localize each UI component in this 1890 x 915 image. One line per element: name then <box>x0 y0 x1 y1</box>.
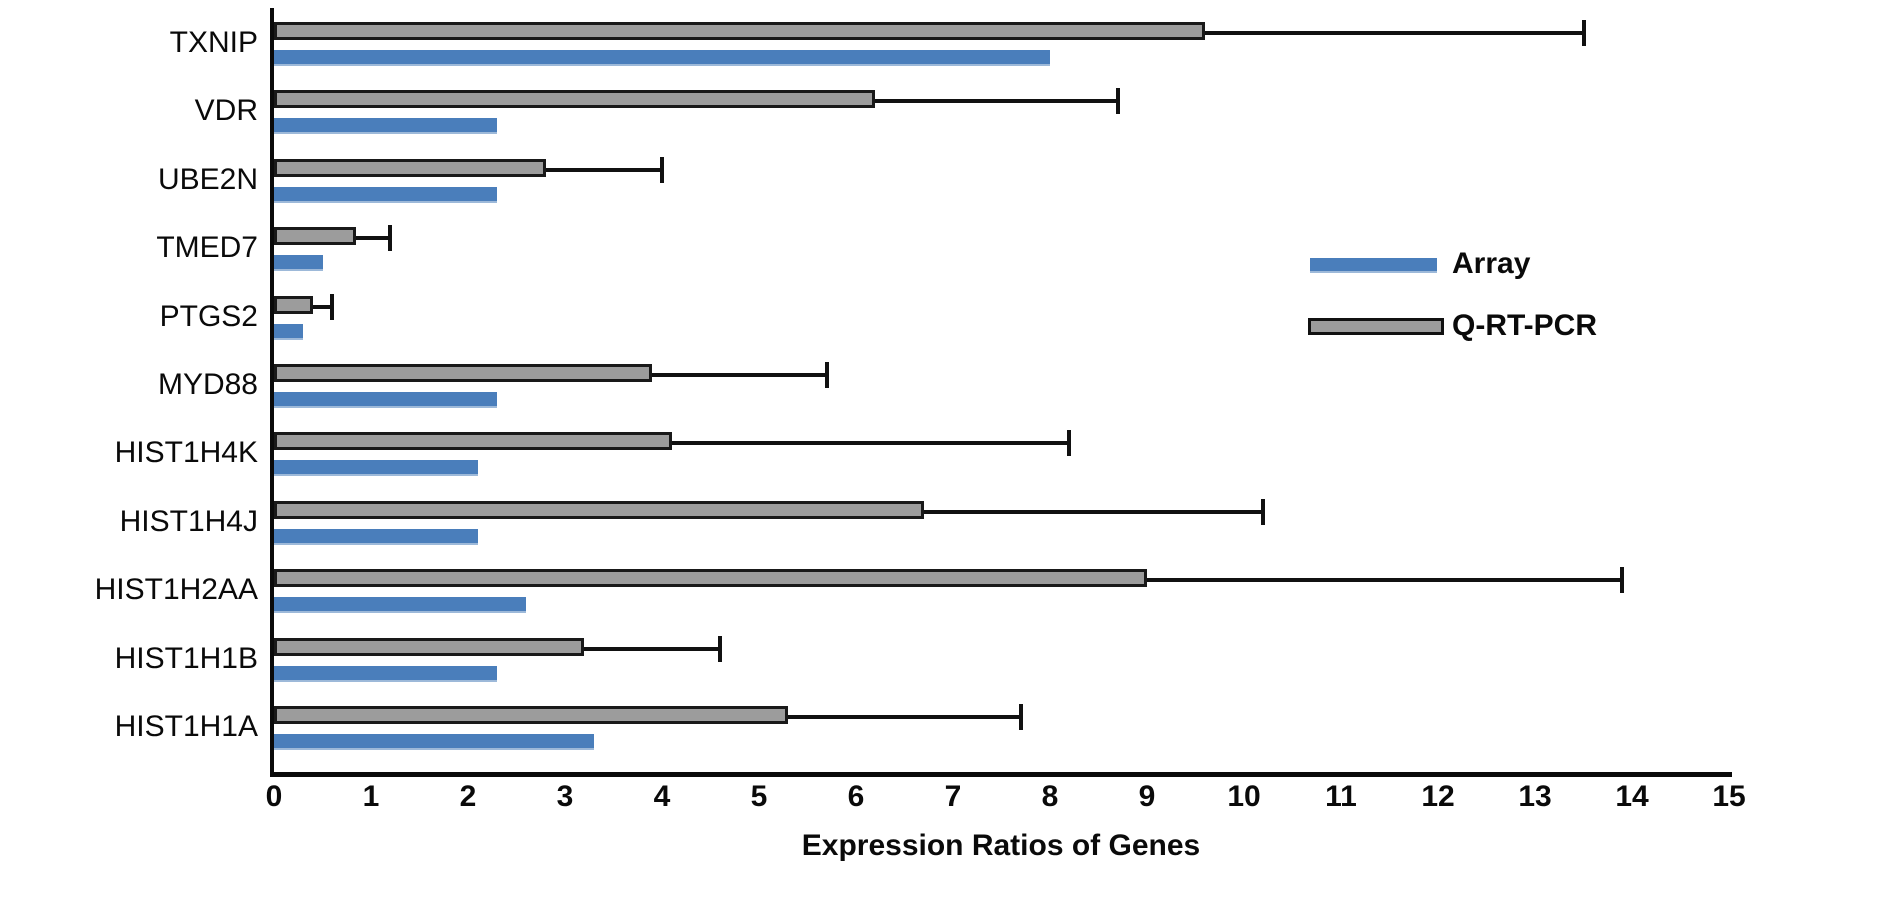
qrtpcr-bar <box>274 432 672 450</box>
qrtpcr-bar <box>274 296 313 314</box>
array-bar <box>274 255 323 271</box>
array-legend-label: Array <box>1452 247 1531 280</box>
x-tick-label: 11 <box>1325 780 1357 813</box>
category-label: HIST1H4J <box>119 505 258 538</box>
x-tick-label: 2 <box>459 780 477 813</box>
category-label: HIST1H4K <box>114 436 258 469</box>
category-label: VDR <box>194 94 258 127</box>
category-label: HIST1H2AA <box>94 573 258 606</box>
qrtpcr-legend-swatch <box>1308 318 1444 335</box>
x-tick-label: 14 <box>1615 780 1649 813</box>
category-row-ptgs2: PTGS2 <box>160 283 1730 351</box>
error-bar-cap <box>1019 704 1023 730</box>
y-axis-line <box>270 8 274 777</box>
qrtpcr-bar <box>274 227 356 245</box>
error-bar-cap <box>330 294 334 320</box>
category-row-tmed7: TMED7 <box>156 214 1730 282</box>
qrtpcr-bar <box>274 159 546 177</box>
category-label: UBE2N <box>157 163 258 196</box>
category-row-hist1h1b: HIST1H1B <box>115 625 1730 693</box>
array-bar <box>274 392 497 408</box>
error-bar-cap <box>1261 499 1265 525</box>
x-tick-label: 8 <box>1041 780 1059 813</box>
plot-area: TXNIP VDR UBE2N TMED7 PTGS2 MYD88 HIST1H4K HIST… <box>95 9 1730 772</box>
array-bar <box>274 734 594 750</box>
category-label: HIST1H1B <box>114 642 258 675</box>
category-row-vdr: VDR <box>195 77 1730 145</box>
x-tick-label: 4 <box>653 780 671 813</box>
category-row-hist1h4j: HIST1H4J <box>120 488 1730 556</box>
category-label: HIST1H1A <box>114 710 258 743</box>
category-label: PTGS2 <box>159 300 258 333</box>
array-bar <box>274 666 497 682</box>
qrtpcr-bar <box>274 569 1147 587</box>
category-row-ube2n: UBE2N <box>158 146 1730 214</box>
qrtpcr-legend-label: Q-RT-PCR <box>1452 309 1597 342</box>
error-bar <box>536 168 662 172</box>
array-bar <box>274 324 303 340</box>
error-bar <box>865 99 1118 103</box>
error-bar <box>574 647 720 651</box>
qrtpcr-bar <box>274 638 584 656</box>
array-legend-swatch <box>1310 258 1437 273</box>
error-bar <box>303 305 332 309</box>
x-axis-title: Expression Ratios of Genes <box>801 829 1201 862</box>
error-bar <box>642 373 827 377</box>
error-bar <box>662 441 1069 445</box>
error-bar <box>914 510 1263 514</box>
x-axis-ticks: 0 1 2 3 4 5 6 7 8 9 10 11 12 13 14 15 <box>266 780 1746 816</box>
array-bar <box>274 460 478 476</box>
error-bar-cap <box>825 362 829 388</box>
error-bar-cap <box>388 225 392 251</box>
array-bar <box>274 50 1050 66</box>
x-tick-label: 6 <box>847 780 865 813</box>
qrtpcr-bar <box>274 706 788 724</box>
array-bar <box>274 529 478 545</box>
error-bar <box>1137 578 1622 582</box>
x-tick-label: 3 <box>556 780 574 813</box>
error-bar <box>778 715 1021 719</box>
x-tick-label: 5 <box>750 780 768 813</box>
qrtpcr-bar <box>274 501 924 519</box>
qrtpcr-bar <box>274 364 652 382</box>
category-row-hist1h4k: HIST1H4K <box>115 419 1730 487</box>
error-bar <box>1195 31 1584 35</box>
category-row-hist1h2aa: HIST1H2AA <box>95 556 1730 624</box>
array-bar <box>274 118 497 134</box>
category-row-hist1h1a: HIST1H1A <box>115 693 1730 761</box>
qrtpcr-bar <box>274 22 1205 40</box>
x-tick-label: 9 <box>1138 780 1156 813</box>
array-bar <box>274 597 526 613</box>
error-bar-cap <box>660 157 664 183</box>
category-label: MYD88 <box>157 368 258 401</box>
array-bar <box>274 187 497 203</box>
x-tick-label: 0 <box>265 780 283 813</box>
category-label: TMED7 <box>156 231 258 264</box>
x-tick-label: 12 <box>1421 780 1455 813</box>
category-row-myd88: MYD88 <box>158 351 1730 419</box>
error-bar-cap <box>718 636 722 662</box>
x-tick-label: 13 <box>1518 780 1552 813</box>
error-bar-cap <box>1067 430 1071 456</box>
error-bar-cap <box>1582 20 1586 46</box>
error-bar <box>346 236 390 240</box>
x-tick-label: 10 <box>1227 780 1261 813</box>
category-label: TXNIP <box>169 26 258 59</box>
error-bar-cap <box>1116 88 1120 114</box>
x-tick-label: 1 <box>362 780 380 813</box>
x-axis-line <box>270 772 1732 777</box>
category-row-txnip: TXNIP <box>170 9 1730 77</box>
x-tick-label: 7 <box>944 780 962 813</box>
x-tick-label: 15 <box>1712 780 1746 813</box>
error-bar-cap <box>1620 567 1624 593</box>
qrtpcr-bar <box>274 90 875 108</box>
